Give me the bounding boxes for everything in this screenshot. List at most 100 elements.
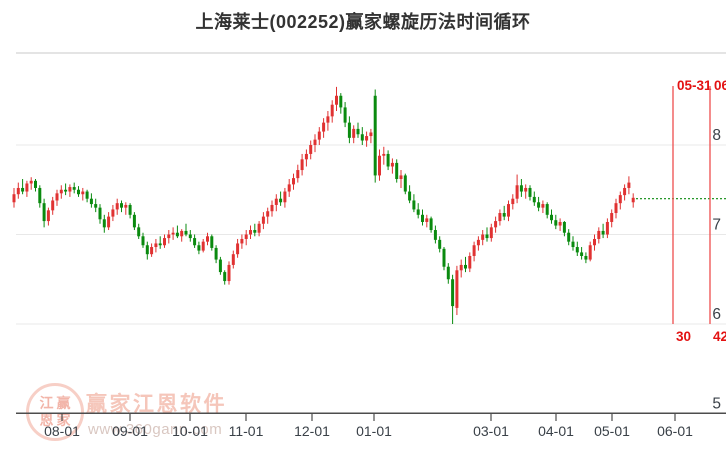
candle-down xyxy=(567,232,571,242)
candle-up xyxy=(283,191,287,203)
candle-up xyxy=(610,213,614,222)
candle-up xyxy=(12,194,16,203)
candle-down xyxy=(214,247,218,260)
candle-up xyxy=(163,238,166,246)
candle-up xyxy=(274,198,278,205)
page-title: 上海莱士(002252)赢家螺旋历法时间循环 xyxy=(195,12,531,32)
candle-down xyxy=(347,122,351,138)
candle-up xyxy=(618,195,622,204)
candle-up xyxy=(46,210,50,222)
x-axis-label: 01-01 xyxy=(356,423,392,439)
candle-down xyxy=(94,204,98,208)
candle-up xyxy=(511,198,515,205)
candle-down xyxy=(145,245,149,255)
candle-up xyxy=(593,238,596,246)
candle-up xyxy=(107,216,111,228)
candle-down xyxy=(343,107,347,123)
candle-up xyxy=(25,183,29,192)
candle-up xyxy=(468,255,472,269)
candle-up xyxy=(201,241,205,251)
candle-up xyxy=(111,209,115,217)
candle-up xyxy=(150,247,154,255)
candle-up xyxy=(335,95,338,105)
candle-down xyxy=(137,227,141,237)
candle-down xyxy=(42,203,46,222)
candle-down xyxy=(386,153,390,167)
candle-down xyxy=(197,245,201,251)
x-axis-label: 08-01 xyxy=(44,423,80,439)
candle-up xyxy=(515,185,519,199)
candle-down xyxy=(537,202,541,208)
candle-up xyxy=(227,264,231,282)
candle-up xyxy=(498,213,502,222)
candle-down xyxy=(601,230,605,235)
candle-down xyxy=(102,219,106,228)
candle-up xyxy=(378,155,381,176)
candle-up xyxy=(330,104,334,117)
candle-down xyxy=(429,218,433,231)
watermark-seal-row2: 恩家 xyxy=(39,412,74,428)
watermark-brand: 赢家江恩软件 xyxy=(86,393,227,416)
candle-up xyxy=(304,153,308,160)
cycle-count-label: 30 xyxy=(676,329,691,344)
candle-down xyxy=(575,247,579,253)
candle-up xyxy=(588,245,592,260)
watermark-url: www.360gann.com xyxy=(88,421,223,438)
candle-down xyxy=(485,234,489,239)
candle-down xyxy=(141,236,145,246)
candle-down xyxy=(279,198,283,203)
candle-up xyxy=(541,204,545,208)
candle-down xyxy=(584,255,588,260)
candle-down xyxy=(253,230,257,233)
candle-down xyxy=(442,248,446,267)
candle-up xyxy=(81,191,85,195)
x-axis-label: 11-01 xyxy=(229,423,264,439)
candle-down xyxy=(446,266,450,280)
candle-down xyxy=(38,187,42,204)
candle-down xyxy=(89,198,93,205)
candle-down xyxy=(120,203,123,208)
candle-down xyxy=(72,187,76,190)
x-axis-label: 05-01 xyxy=(594,423,630,439)
candle-up xyxy=(55,193,59,201)
candle-down xyxy=(77,189,80,195)
candle-up xyxy=(171,232,175,235)
candle-down xyxy=(416,209,420,215)
candle-up xyxy=(352,128,356,138)
candle-down xyxy=(562,221,566,233)
candle-down xyxy=(528,187,532,197)
candle-up xyxy=(425,218,429,222)
candle-up xyxy=(524,187,528,192)
candle-up xyxy=(382,153,386,156)
candle-down xyxy=(550,214,553,221)
candle-up xyxy=(154,243,158,248)
candle-down xyxy=(356,128,360,135)
candle-up xyxy=(206,236,209,242)
candle-down xyxy=(34,180,37,188)
candle-down xyxy=(554,220,558,226)
candle-up xyxy=(455,270,459,308)
candle-up xyxy=(459,264,463,271)
candle-down xyxy=(433,230,437,240)
candle-up xyxy=(249,230,252,235)
candle-up xyxy=(558,221,562,226)
candle-up xyxy=(266,211,270,217)
candle-down xyxy=(64,189,68,192)
candle-down xyxy=(403,175,407,192)
candle-down xyxy=(21,187,25,192)
candle-up xyxy=(270,204,274,212)
candle-up xyxy=(507,204,510,217)
candle-down xyxy=(218,259,222,273)
x-axis-label: 12-01 xyxy=(294,423,330,439)
candle-up xyxy=(309,145,313,154)
candle-down xyxy=(395,162,399,180)
candle-up xyxy=(631,197,635,203)
candle-up xyxy=(322,122,326,132)
y-axis-label: 5 xyxy=(712,396,721,413)
y-axis-label: 8 xyxy=(712,127,721,144)
candle-up xyxy=(623,187,627,196)
candle-down xyxy=(339,95,343,108)
candle-up xyxy=(365,136,369,141)
